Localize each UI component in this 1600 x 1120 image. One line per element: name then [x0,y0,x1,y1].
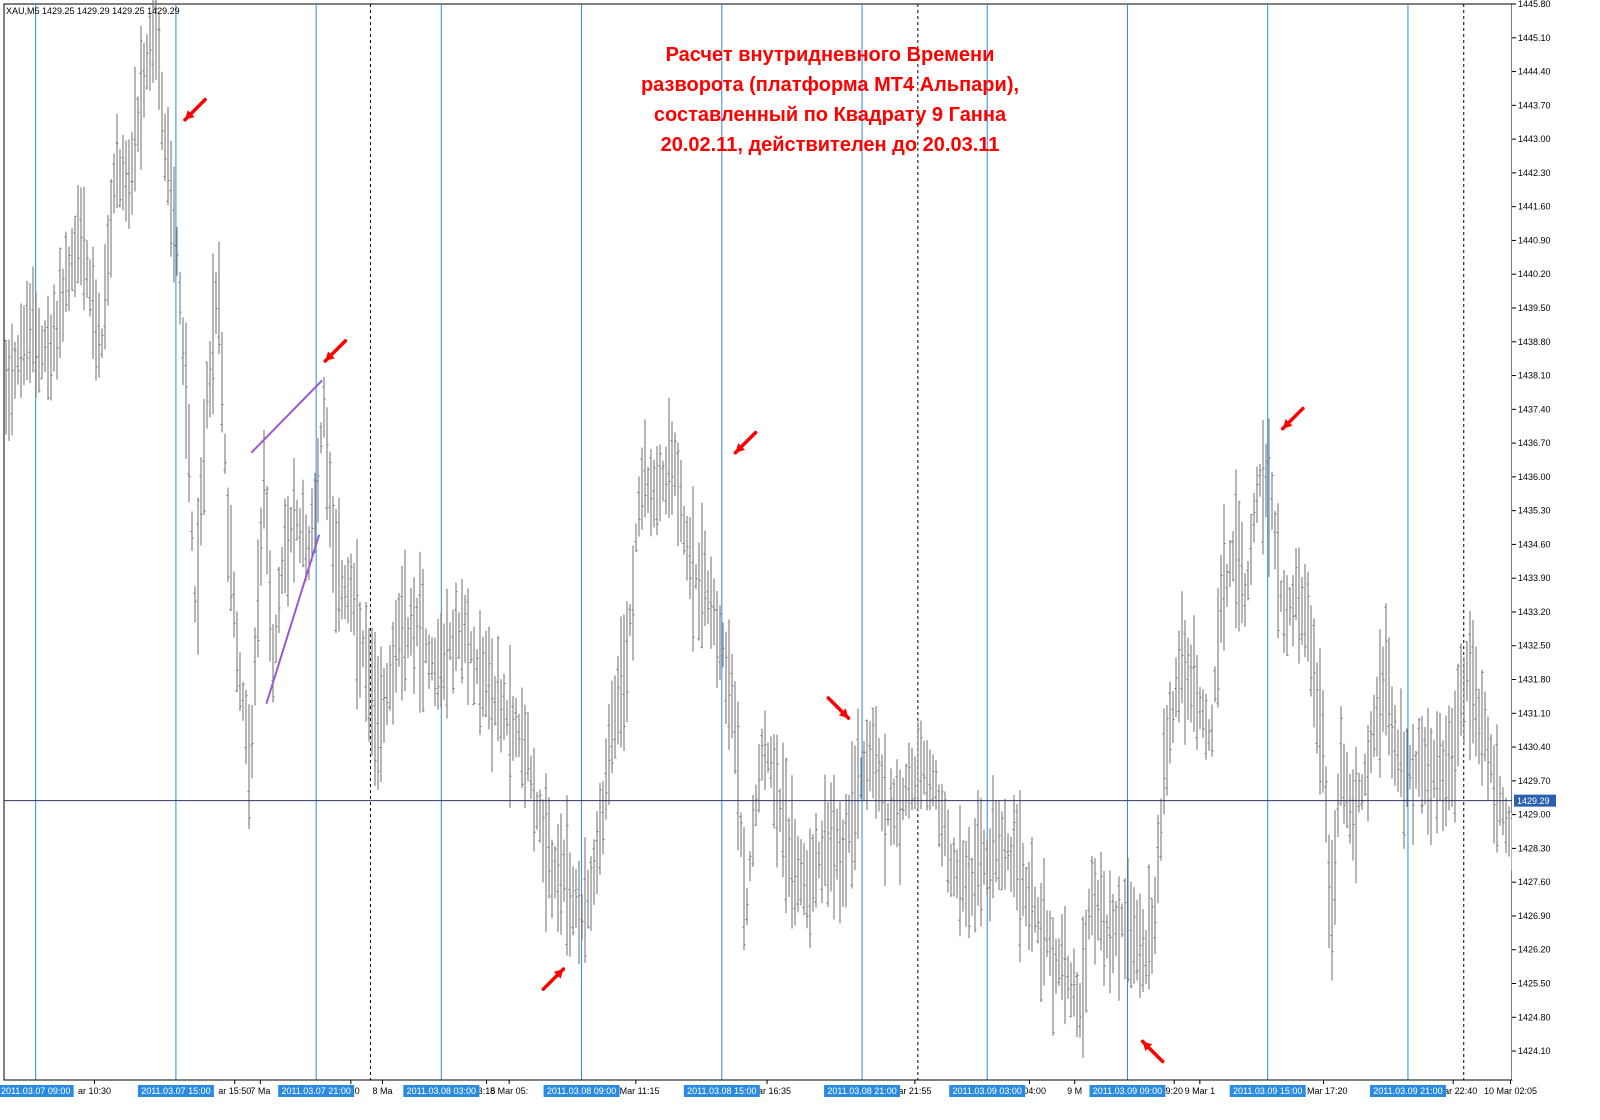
y-tick-label: 1443.00 [1518,134,1551,144]
time-marker-label-bg [137,1085,214,1097]
x-tick-label: 3:15 [478,1086,496,1096]
y-tick-label: 1438.10 [1518,371,1551,381]
y-tick-label: 1441.60 [1518,202,1551,212]
x-tick-label: 9 M [1067,1086,1082,1096]
y-tick-label: 1433.90 [1518,573,1551,583]
arrow-head [1282,419,1293,429]
reversal-arrow [1281,406,1305,431]
arrow-head [735,443,745,453]
reversal-arrow [323,339,348,363]
time-marker-label-bg [403,1085,480,1097]
time-marker-label-bg [1369,1085,1446,1097]
time-marker-label: 2011.03.08 03:00 [407,1086,476,1096]
x-tick-label: ar 04:00 [1013,1086,1046,1096]
y-tick-label: 1432.50 [1518,641,1551,651]
current-price-box [1514,794,1556,807]
ohlc-bars [4,0,1520,1058]
x-tick-label: ar 10:30 [78,1086,111,1096]
y-tick-label: 1433.20 [1518,607,1551,617]
chart-title: Расчет внутридневного Времени разворота … [540,40,1120,160]
time-marker-label-bg [683,1085,760,1097]
x-tick-label: 9:20 [1165,1086,1183,1096]
y-tick-label: 1442.30 [1518,168,1551,178]
x-tick-label: 9 Mar 22:40 [1429,1086,1477,1096]
time-marker-label-bg [824,1085,901,1097]
title-line: составленный по Квадрату 9 Ганна [653,104,1007,126]
title-line: Расчет внутридневного Времени [665,44,995,66]
time-marker-label: 2011.03.07 15:00 [141,1086,210,1096]
y-tick-label: 1427.60 [1518,877,1551,887]
trendline [265,534,321,704]
title-line: разворота (платформа МТ4 Альпари), [640,74,1020,96]
time-marker-label-bg [1089,1085,1166,1097]
reversal-arrow [183,97,207,122]
arrow-head [838,708,849,719]
trendline [250,379,323,454]
time-marker-label: 2011.03.08 21:00 [827,1086,896,1096]
y-tick-label: 1435.30 [1518,506,1551,516]
y-tick-label: 1424.10 [1518,1046,1551,1056]
current-price-label: 1429.29 [1517,796,1550,806]
time-marker-label: 2011.03.09 21:00 [1373,1086,1442,1096]
x-tick-label: 8 Mar 05: [490,1086,528,1096]
time-marker-label: 2011.03.07 21:00 [281,1086,350,1096]
reversal-arrow [826,696,851,720]
y-tick-label: 1426.90 [1518,911,1551,921]
y-tick-label: 1431.80 [1518,675,1551,685]
y-tick-label: 1445.10 [1518,33,1551,43]
y-tick-label: 1443.70 [1518,100,1551,110]
x-tick-label: 10 Mar 02:05 [1484,1086,1537,1096]
y-tick-label: 1425.50 [1518,978,1551,988]
time-marker-label-bg [949,1085,1026,1097]
y-tick-label: 1429.00 [1518,810,1551,820]
symbol-info: XAU,M5 1429.25 1429.29 1429.25 1429.29 [6,6,180,16]
y-tick-label: 1430.40 [1518,742,1551,752]
y-tick-label: 1440.90 [1518,235,1551,245]
arrow-head [184,110,195,120]
x-tick-label: 8 Mar 11:15 [612,1086,659,1096]
y-tick-label: 1445.80 [1518,0,1551,9]
y-tick-label: 1428.30 [1518,843,1551,853]
plot-area [3,3,1513,1081]
y-tick-label: 1439.50 [1518,303,1551,313]
x-tick-label: 8 Mar 16:35 [743,1086,791,1096]
reversal-arrow [733,430,758,455]
x-tick-label: 8 Ma [373,1086,393,1096]
arrow-head [553,969,564,979]
x-tick-label: 7 Ma [250,1086,270,1096]
time-marker-label-bg [543,1085,620,1097]
x-tick-label: ar 21:55 [898,1086,931,1096]
time-marker-label-bg [0,1085,74,1097]
y-tick-label: 1426.20 [1518,945,1551,955]
time-marker-label: 2011.03.09 03:00 [953,1086,1022,1096]
title-line: 20.02.11, действителен до 20.03.11 [660,134,1000,156]
arrow-head [325,351,335,362]
y-tick-label: 1429.70 [1518,776,1551,786]
reversal-arrow [1140,1039,1165,1064]
y-tick-label: 1436.00 [1518,472,1551,482]
y-tick-label: 1438.80 [1518,337,1551,347]
time-marker-label: 2011.03.08 09:00 [547,1086,616,1096]
time-marker-label: 2011.03.07 09:00 [1,1086,70,1096]
arrow-head [1142,1041,1153,1051]
time-marker-label-bg [1229,1085,1306,1097]
y-tick-label: 1440.20 [1518,269,1551,279]
time-marker-label: 2011.03.08 15:00 [687,1086,756,1096]
y-tick-label: 1437.40 [1518,404,1551,414]
x-tick-label: 9 Mar 1 [1185,1086,1216,1096]
reversal-arrow [541,967,566,991]
price-axis [1512,4,1600,1080]
y-tick-label: 1431.10 [1518,708,1551,718]
time-marker-label: 2011.03.09 15:00 [1233,1086,1302,1096]
x-tick-label: ar 15:50 [218,1086,251,1096]
x-tick-label: 9 Mar 17:20 [1299,1086,1347,1096]
time-marker-label-bg [278,1085,355,1097]
y-tick-label: 1434.60 [1518,539,1551,549]
y-tick-label: 1424.80 [1518,1012,1551,1022]
y-tick-label: 1436.70 [1518,438,1551,448]
time-marker-label: 2011.03.09 09:00 [1093,1086,1162,1096]
y-tick-label: 1444.40 [1518,67,1551,77]
